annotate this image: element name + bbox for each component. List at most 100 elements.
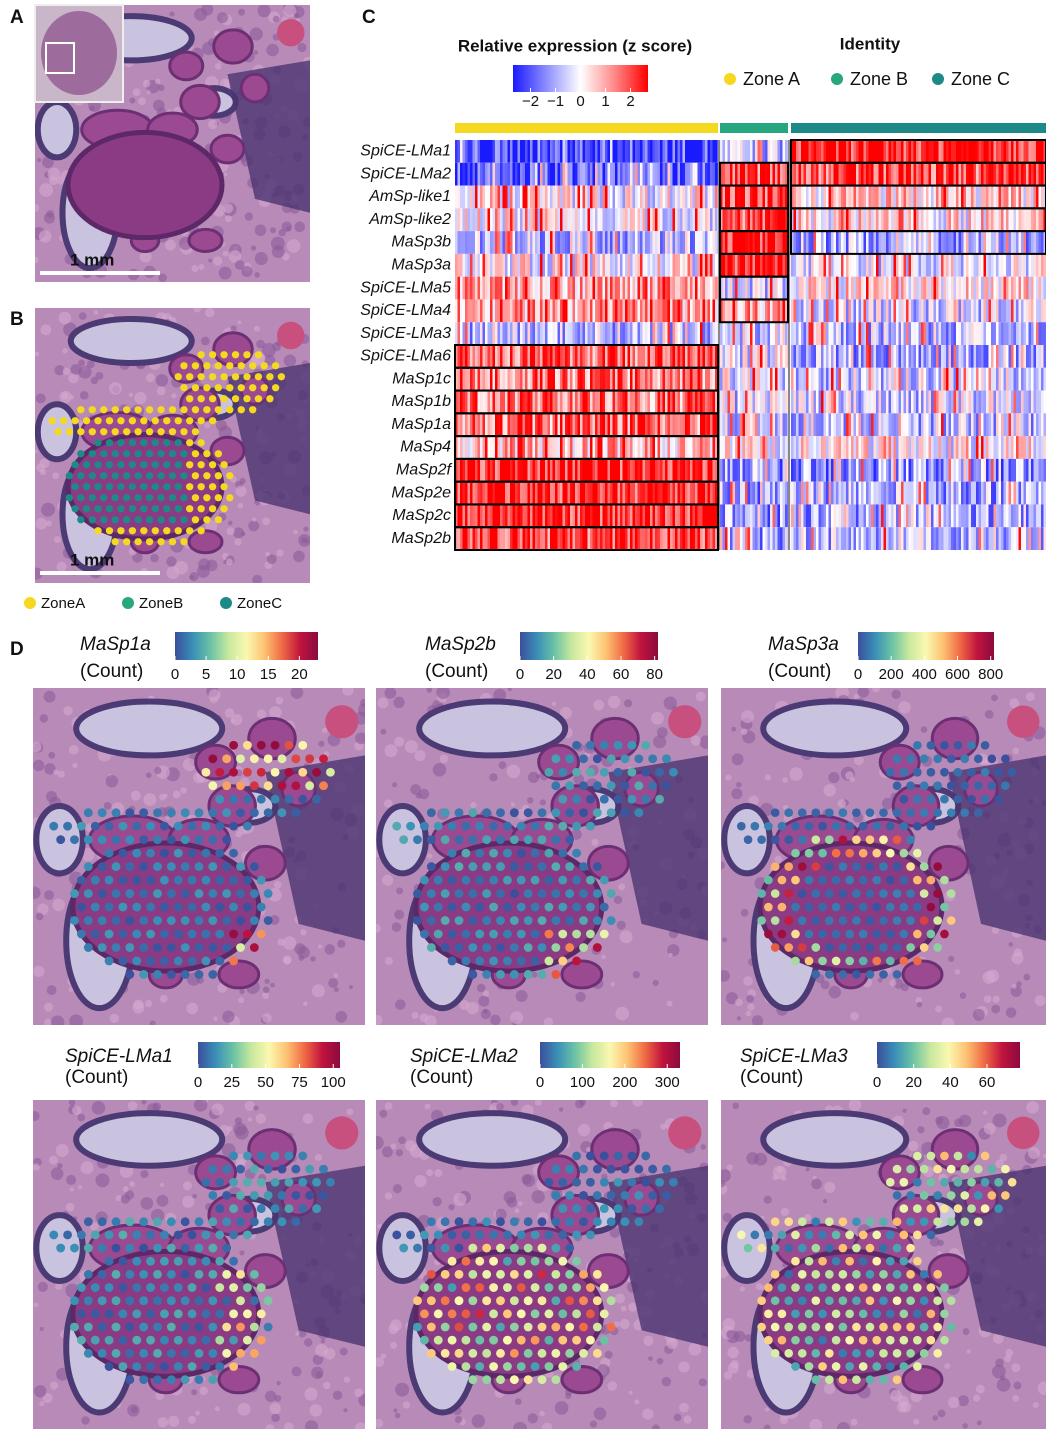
heat-cell: [745, 254, 748, 277]
heat-cell: [806, 208, 809, 231]
heat-cell: [854, 254, 857, 277]
heat-cell: [821, 345, 824, 368]
heat-cell: [538, 391, 541, 414]
heat-cell: [498, 391, 501, 414]
heat-cell: [994, 140, 997, 163]
heat-cell: [783, 208, 786, 231]
heat-cell: [799, 322, 802, 345]
heat-cell: [929, 391, 932, 414]
heat-cell: [816, 299, 819, 322]
heat-cell: [976, 391, 979, 414]
heat-cell: [630, 436, 633, 459]
heat-cell: [984, 254, 987, 277]
heat-cell: [956, 482, 959, 505]
spot: [106, 527, 113, 534]
heat-cell: [668, 163, 671, 186]
heat-cell: [944, 368, 947, 391]
spot: [180, 516, 187, 523]
heat-cell: [791, 504, 794, 527]
heat-cell: [708, 254, 711, 277]
heat-cell: [1006, 436, 1009, 459]
heat-cell: [610, 368, 613, 391]
spot: [232, 395, 239, 402]
heat-cell: [690, 391, 693, 414]
spot: [152, 527, 159, 534]
heat-cell: [510, 504, 513, 527]
heat-cell: [583, 436, 586, 459]
heat-cell: [826, 482, 829, 505]
heat-cell: [498, 254, 501, 277]
heat-cell: [688, 436, 691, 459]
heat-cell: [510, 254, 513, 277]
heat-cell: [543, 322, 546, 345]
heat-cell: [755, 231, 758, 254]
heat-cell: [660, 254, 663, 277]
heat-cell: [740, 459, 743, 482]
heat-cell: [891, 163, 894, 186]
heat-cell: [1006, 299, 1009, 322]
heat-cell: [829, 413, 832, 436]
heat-cell: [984, 322, 987, 345]
spot: [192, 428, 199, 435]
heat-cell: [625, 208, 628, 231]
heat-cell: [540, 163, 543, 186]
heat-cell: [545, 527, 548, 550]
heat-cell: [906, 482, 909, 505]
heat-cell: [705, 413, 708, 436]
heat-cell: [630, 277, 633, 300]
heat-cell: [535, 368, 538, 391]
heat-cell: [540, 208, 543, 231]
heat-cell: [558, 504, 561, 527]
heat-cell: [548, 163, 551, 186]
heat-cell: [573, 527, 576, 550]
heat-cell: [608, 322, 611, 345]
heat-cell: [703, 368, 706, 391]
heat-cell: [976, 208, 979, 231]
heat-cell: [864, 459, 867, 482]
heat-cell: [768, 254, 771, 277]
heat-cell: [821, 254, 824, 277]
heat-cell: [961, 368, 964, 391]
tissue-speckle: [248, 520, 259, 531]
heat-cell: [463, 254, 466, 277]
heat-cell: [483, 140, 486, 163]
heat-cell: [515, 459, 518, 482]
heat-cell: [879, 322, 882, 345]
heat-cell: [493, 391, 496, 414]
heat-cell: [465, 231, 468, 254]
heat-cell: [785, 391, 788, 414]
spot: [249, 406, 256, 413]
heat-cell: [894, 436, 897, 459]
heat-cell: [510, 368, 513, 391]
heat-cell: [663, 208, 666, 231]
heat-cell: [791, 436, 794, 459]
heat-cell: [478, 459, 481, 482]
heat-cell: [705, 299, 708, 322]
heat-cell: [470, 186, 473, 209]
heat-cell: [520, 231, 523, 254]
heat-cell: [809, 140, 812, 163]
heat-cell: [565, 391, 568, 414]
heat-cell: [563, 277, 566, 300]
heat-cell: [495, 504, 498, 527]
heat-cell: [844, 231, 847, 254]
heat-cell: [703, 345, 706, 368]
heat-cell: [954, 254, 957, 277]
heat-cell: [665, 299, 668, 322]
heat-cell: [864, 504, 867, 527]
heat-cell: [871, 163, 874, 186]
heat-cell: [523, 277, 526, 300]
heat-cell: [996, 163, 999, 186]
heat-cell: [595, 186, 598, 209]
heat-cell: [891, 482, 894, 505]
heat-cell: [949, 482, 952, 505]
heat-cell: [578, 436, 581, 459]
heat-cell: [1006, 208, 1009, 231]
heat-cell: [929, 186, 932, 209]
row-label: MaSp3a: [391, 256, 451, 273]
heat-cell: [1019, 140, 1022, 163]
heat-cell: [708, 459, 711, 482]
heat-cell: [658, 277, 661, 300]
heat-cell: [816, 504, 819, 527]
heat-cell: [934, 163, 937, 186]
